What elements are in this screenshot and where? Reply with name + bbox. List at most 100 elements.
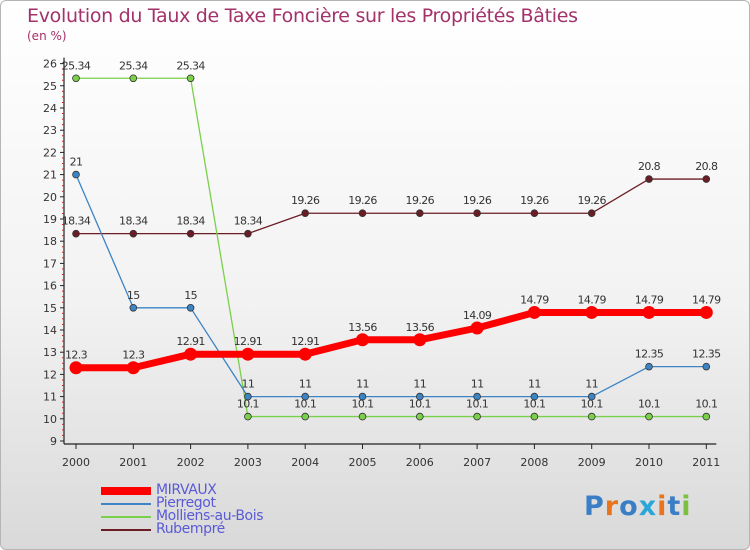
data-label: 10.1 bbox=[237, 398, 259, 411]
data-point bbox=[585, 305, 599, 319]
data-point bbox=[356, 333, 369, 347]
data-point bbox=[301, 209, 310, 218]
data-point bbox=[587, 392, 596, 401]
data-point bbox=[415, 412, 424, 421]
data-label: 18.34 bbox=[62, 215, 91, 228]
data-point bbox=[184, 347, 198, 361]
data-point bbox=[645, 362, 653, 371]
logo-letter: i bbox=[657, 491, 668, 522]
data-label: 15 bbox=[184, 289, 197, 302]
data-point bbox=[530, 412, 539, 421]
x-tick-label: 2005 bbox=[349, 456, 377, 469]
data-label: 14.79 bbox=[577, 293, 606, 306]
data-label: 14.09 bbox=[463, 309, 492, 322]
y-tick-label: 12 bbox=[43, 368, 57, 381]
data-point bbox=[527, 305, 541, 319]
x-tick-label: 2001 bbox=[119, 456, 147, 469]
data-point bbox=[186, 303, 195, 312]
data-point bbox=[69, 361, 83, 375]
data-point bbox=[530, 392, 539, 401]
y-tick-label: 21 bbox=[43, 169, 57, 182]
y-tick-label: 14 bbox=[43, 324, 57, 337]
data-label: 11 bbox=[356, 378, 369, 391]
legend-label: MIRVAUX bbox=[156, 482, 217, 498]
legend-swatch bbox=[101, 487, 151, 495]
data-label: 25.34 bbox=[119, 59, 148, 72]
logo-letter: P bbox=[584, 491, 605, 522]
data-point bbox=[415, 392, 424, 401]
data-label: 10.1 bbox=[466, 398, 488, 411]
data-label: 15 bbox=[127, 289, 140, 302]
data-point bbox=[587, 209, 596, 218]
data-point bbox=[645, 412, 653, 421]
y-tick-label: 18 bbox=[43, 235, 57, 248]
data-label: 11 bbox=[413, 378, 426, 391]
x-tick-label: 2010 bbox=[635, 456, 663, 469]
data-label: 11 bbox=[585, 378, 598, 391]
y-tick-label: 19 bbox=[43, 213, 57, 226]
data-point bbox=[702, 412, 711, 421]
data-label: 12.3 bbox=[65, 349, 88, 362]
data-point bbox=[126, 361, 140, 375]
data-label: 25.34 bbox=[176, 59, 205, 72]
y-tick-label: 9 bbox=[50, 435, 57, 448]
legend-swatch bbox=[101, 503, 151, 505]
data-point bbox=[129, 229, 138, 238]
data-point bbox=[358, 209, 367, 218]
y-tick-label: 24 bbox=[43, 102, 57, 115]
y-tick-label: 22 bbox=[43, 146, 57, 159]
data-label: 25.34 bbox=[62, 59, 91, 72]
data-point bbox=[699, 305, 713, 319]
data-point bbox=[301, 392, 310, 401]
data-label: 18.34 bbox=[176, 215, 205, 228]
data-point bbox=[702, 175, 711, 183]
data-label: 21 bbox=[70, 156, 83, 169]
data-label: 11 bbox=[471, 378, 484, 391]
y-tick-label: 26 bbox=[43, 58, 57, 71]
data-point bbox=[415, 209, 424, 218]
data-point bbox=[241, 347, 255, 361]
y-tick-label: 16 bbox=[43, 280, 57, 293]
x-tick-label: 2007 bbox=[463, 456, 491, 469]
data-label: 14.79 bbox=[692, 293, 721, 306]
data-point bbox=[473, 392, 481, 401]
data-point bbox=[72, 74, 80, 83]
proxiti-logo: Proxiti bbox=[584, 491, 692, 522]
chart-title: Evolution du Taux de Taxe Foncière sur l… bbox=[27, 5, 578, 27]
data-point bbox=[702, 362, 711, 371]
data-point bbox=[298, 347, 312, 361]
data-label: 11 bbox=[528, 378, 541, 391]
data-label: 13.56 bbox=[406, 321, 435, 334]
data-label: 12.91 bbox=[176, 335, 205, 348]
data-label: 19.26 bbox=[291, 194, 320, 207]
data-label: 10.1 bbox=[351, 398, 373, 411]
data-point bbox=[244, 229, 252, 238]
data-point bbox=[470, 321, 484, 335]
data-label: 13.56 bbox=[348, 321, 377, 334]
data-label: 19.26 bbox=[577, 194, 606, 207]
data-label: 19.26 bbox=[520, 194, 549, 207]
logo-letter: x bbox=[638, 491, 658, 522]
data-label: 11 bbox=[299, 378, 312, 391]
data-label: 14.79 bbox=[635, 293, 664, 306]
x-tick-label: 2002 bbox=[177, 456, 205, 469]
x-tick-label: 2011 bbox=[692, 456, 720, 469]
data-label: 10.1 bbox=[409, 398, 431, 411]
data-point bbox=[244, 412, 252, 421]
x-tick-label: 2008 bbox=[520, 456, 548, 469]
data-label: 10.1 bbox=[294, 398, 316, 411]
logo-letter: r bbox=[604, 491, 620, 522]
data-point bbox=[473, 209, 481, 218]
data-label: 12.3 bbox=[122, 349, 145, 362]
logo-letter: t bbox=[667, 491, 682, 522]
data-point bbox=[244, 392, 252, 401]
y-tick-label: 25 bbox=[43, 80, 57, 93]
legend-label: Pierregot bbox=[156, 495, 216, 511]
data-point bbox=[587, 412, 596, 421]
data-label: 10.1 bbox=[581, 398, 603, 411]
data-label: 10.1 bbox=[638, 398, 660, 411]
y-tick-label: 10 bbox=[43, 413, 57, 426]
logo-letter: o bbox=[619, 491, 639, 522]
y-tick-label: 20 bbox=[43, 191, 57, 204]
